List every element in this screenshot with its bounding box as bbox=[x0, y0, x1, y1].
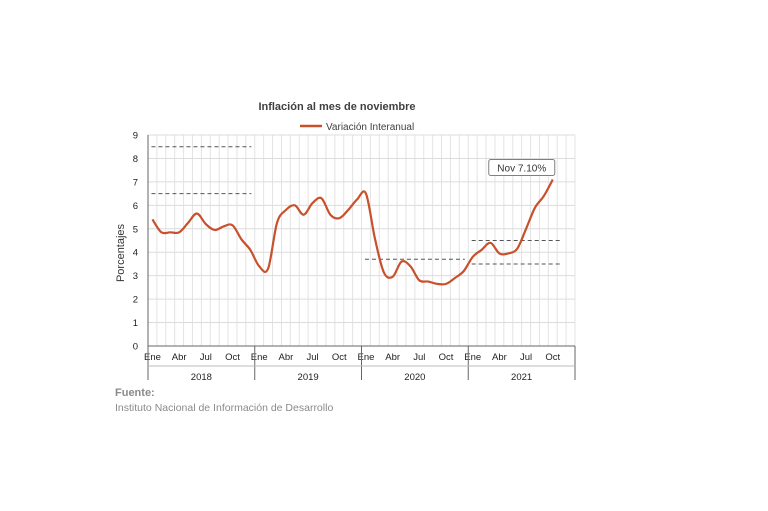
annotation-label: Nov 7.10% bbox=[497, 164, 546, 175]
x-tick-label: Abr bbox=[172, 352, 187, 363]
y-tick-label: 5 bbox=[133, 224, 138, 235]
source-text: Instituto Nacional de Información de Des… bbox=[115, 402, 334, 414]
y-axis-label: Porcentajes bbox=[115, 223, 127, 282]
y-tick-label: 8 bbox=[133, 154, 138, 165]
x-tick-label: Ene bbox=[464, 352, 481, 363]
y-tick-label: 3 bbox=[133, 271, 138, 282]
x-tick-label: Ene bbox=[144, 352, 161, 363]
series-line bbox=[151, 179, 554, 286]
y-tick-label: 1 bbox=[133, 318, 138, 329]
x-tick-label: Oct bbox=[545, 352, 560, 363]
x-tick-label: Oct bbox=[225, 352, 240, 363]
x-tick-label: Ene bbox=[251, 352, 268, 363]
y-tick-label: 4 bbox=[133, 248, 138, 259]
x-tick-label: Abr bbox=[278, 352, 293, 363]
reference-lines bbox=[151, 146, 563, 265]
x-tick-label: Ene bbox=[357, 352, 374, 363]
y-tick-label: 6 bbox=[133, 201, 138, 212]
series-group bbox=[151, 179, 554, 286]
y-tick-label: 0 bbox=[133, 342, 138, 353]
x-tick-label: Jul bbox=[306, 352, 318, 363]
x-year-label: 2018 bbox=[191, 372, 212, 383]
legend-label: Variación Interanual bbox=[326, 122, 414, 133]
x-tick-label: Jul bbox=[520, 352, 532, 363]
x-tick-label: Jul bbox=[413, 352, 425, 363]
annotation-callout: Nov 7.10% bbox=[488, 159, 556, 177]
y-tick-label: 7 bbox=[133, 177, 138, 188]
chart-title: Inflación al mes de noviembre bbox=[258, 101, 415, 113]
annotation-box bbox=[488, 159, 556, 177]
x-tick-label: Jul bbox=[200, 352, 212, 363]
x-year-label: 2019 bbox=[298, 372, 319, 383]
x-year-label: 2021 bbox=[511, 372, 532, 383]
x-tick-label: Oct bbox=[439, 352, 454, 363]
x-tick-label: Oct bbox=[332, 352, 347, 363]
x-tick-label: Abr bbox=[492, 352, 507, 363]
legend: Variación Interanual bbox=[300, 122, 414, 133]
x-axis-ticks: Ene Abr Jul Oct 2018 Ene Abr Jul Oct 2019 Ene Abr Ju… bbox=[144, 346, 576, 383]
x-tick-label: Abr bbox=[385, 352, 400, 363]
y-axis-ticks: 0 1 2 3 4 5 6 7 8 9 bbox=[133, 131, 138, 353]
source-heading: Fuente: bbox=[115, 387, 155, 399]
y-tick-label: 9 bbox=[133, 131, 138, 142]
y-tick-label: 2 bbox=[133, 295, 138, 306]
x-year-label: 2020 bbox=[404, 372, 425, 383]
